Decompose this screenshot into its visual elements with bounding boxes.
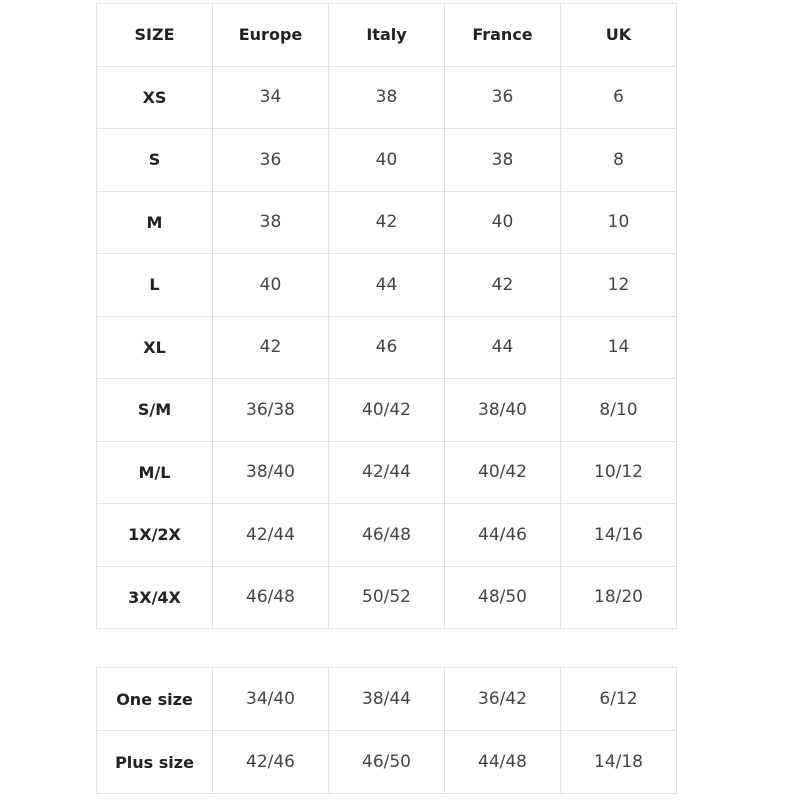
- column-header: Europe: [212, 3, 329, 67]
- size-value-cell: 46/48: [328, 503, 445, 567]
- size-value-cell: 42: [444, 253, 561, 317]
- table-row: 3X/4X 46/48 50/52 48/50 18/20: [96, 565, 677, 629]
- size-value-cell: 8/10: [560, 378, 677, 442]
- table-row: Plus size 42/46 46/50 44/48 14/18: [96, 730, 677, 794]
- size-value-cell: 14/16: [560, 503, 677, 567]
- table-row: S 36 40 38 8: [96, 128, 677, 192]
- column-header: UK: [560, 3, 677, 67]
- table-row: XL 42 46 44 14: [96, 315, 677, 379]
- table-row: L 40 44 42 12: [96, 253, 677, 317]
- size-value-cell: 34: [212, 65, 329, 129]
- size-label-cell: M/L: [96, 440, 213, 504]
- size-value-cell: 36: [444, 65, 561, 129]
- size-value-cell: 38: [328, 65, 445, 129]
- size-label-cell: XL: [96, 315, 213, 379]
- size-label-cell: Plus size: [96, 730, 213, 794]
- size-value-cell: 38/40: [444, 378, 561, 442]
- size-value-cell: 38: [212, 190, 329, 254]
- size-value-cell: 42/44: [328, 440, 445, 504]
- size-value-cell: 48/50: [444, 565, 561, 629]
- size-value-cell: 10: [560, 190, 677, 254]
- size-value-cell: 6/12: [560, 667, 677, 731]
- size-value-cell: 38/40: [212, 440, 329, 504]
- size-value-cell: 18/20: [560, 565, 677, 629]
- size-value-cell: 46/48: [212, 565, 329, 629]
- size-value-cell: 44/48: [444, 730, 561, 794]
- size-label-cell: 1X/2X: [96, 503, 213, 567]
- header-row: SIZE Europe Italy France UK: [96, 3, 677, 67]
- size-value-cell: 46/50: [328, 730, 445, 794]
- size-chart-table: SIZE Europe Italy France UK XS 34 38 36 6 S 36 40 38 8…: [96, 3, 677, 629]
- size-value-cell: 6: [560, 65, 677, 129]
- table-row: S/M 36/38 40/42 38/40 8/10: [96, 378, 677, 442]
- size-value-cell: 42: [212, 315, 329, 379]
- size-value-cell: 44/46: [444, 503, 561, 567]
- size-label-cell: L: [96, 253, 213, 317]
- size-label-cell: M: [96, 190, 213, 254]
- one-size-plus-size-table: One size 34/40 38/44 36/42 6/12 Plus size 42/4…: [96, 667, 677, 794]
- size-value-cell: 42/44: [212, 503, 329, 567]
- size-value-cell: 40: [328, 128, 445, 192]
- size-value-cell: 40/42: [444, 440, 561, 504]
- column-header: France: [444, 3, 561, 67]
- size-value-cell: 44: [328, 253, 445, 317]
- size-value-cell: 42: [328, 190, 445, 254]
- size-label-cell: S/M: [96, 378, 213, 442]
- size-value-cell: 40: [444, 190, 561, 254]
- table-row: One size 34/40 38/44 36/42 6/12: [96, 667, 677, 731]
- table-row: M 38 42 40 10: [96, 190, 677, 254]
- size-value-cell: 14/18: [560, 730, 677, 794]
- size-label-cell: One size: [96, 667, 213, 731]
- size-value-cell: 12: [560, 253, 677, 317]
- size-value-cell: 38/44: [328, 667, 445, 731]
- size-value-cell: 10/12: [560, 440, 677, 504]
- size-value-cell: 40/42: [328, 378, 445, 442]
- size-value-cell: 36: [212, 128, 329, 192]
- size-value-cell: 38: [444, 128, 561, 192]
- table-row: 1X/2X 42/44 46/48 44/46 14/16: [96, 503, 677, 567]
- size-value-cell: 34/40: [212, 667, 329, 731]
- size-value-cell: 36/42: [444, 667, 561, 731]
- size-label-cell: 3X/4X: [96, 565, 213, 629]
- size-value-cell: 8: [560, 128, 677, 192]
- column-header: SIZE: [96, 3, 213, 67]
- size-label-cell: S: [96, 128, 213, 192]
- size-value-cell: 14: [560, 315, 677, 379]
- size-value-cell: 46: [328, 315, 445, 379]
- size-value-cell: 40: [212, 253, 329, 317]
- size-value-cell: 36/38: [212, 378, 329, 442]
- size-value-cell: 50/52: [328, 565, 445, 629]
- size-label-cell: XS: [96, 65, 213, 129]
- size-value-cell: 42/46: [212, 730, 329, 794]
- size-value-cell: 44: [444, 315, 561, 379]
- column-header: Italy: [328, 3, 445, 67]
- table-row: M/L 38/40 42/44 40/42 10/12: [96, 440, 677, 504]
- table-row: XS 34 38 36 6: [96, 65, 677, 129]
